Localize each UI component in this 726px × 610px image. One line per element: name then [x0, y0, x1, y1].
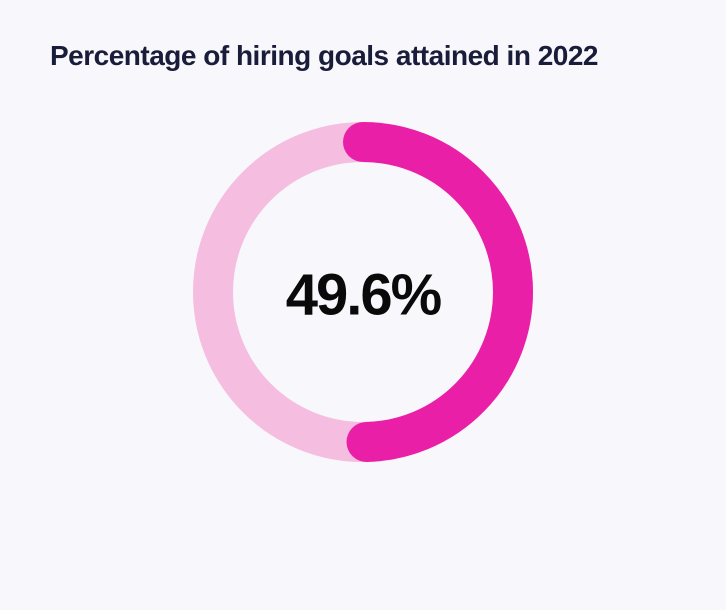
donut-chart-wrapper: 49.6% — [50, 122, 676, 467]
donut-chart: 49.6% — [193, 122, 533, 467]
chart-value-label: 49.6% — [286, 261, 440, 328]
chart-container: Percentage of hiring goals attained in 2… — [0, 0, 726, 610]
chart-title: Percentage of hiring goals attained in 2… — [50, 40, 676, 72]
